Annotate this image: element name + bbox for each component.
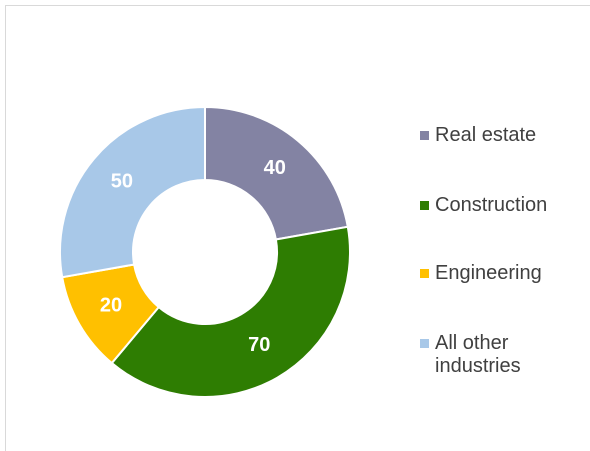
donut-slice: [59, 105, 206, 279]
legend-label: All other industries: [435, 332, 521, 377]
legend-item: Real estate: [420, 124, 536, 147]
donut-slice: [110, 225, 351, 398]
legend-label: Real estate: [435, 124, 537, 146]
legend-item: All other industries: [420, 332, 575, 378]
value-label: 70: [248, 334, 270, 356]
legend-label: Engineering: [435, 262, 542, 284]
value-label: 40: [264, 157, 286, 179]
donut-slice: [204, 105, 349, 241]
legend-swatch: [420, 131, 429, 140]
legend-swatch: [420, 339, 429, 348]
legend-item: Construction: [420, 194, 547, 217]
legend-item: Engineering: [420, 262, 542, 285]
value-label: 20: [100, 295, 122, 317]
legend-swatch: [420, 269, 429, 278]
frame: [5, 5, 590, 451]
legend-label: Construction: [435, 194, 548, 216]
value-label: 50: [111, 171, 133, 193]
legend-swatch: [420, 201, 429, 210]
